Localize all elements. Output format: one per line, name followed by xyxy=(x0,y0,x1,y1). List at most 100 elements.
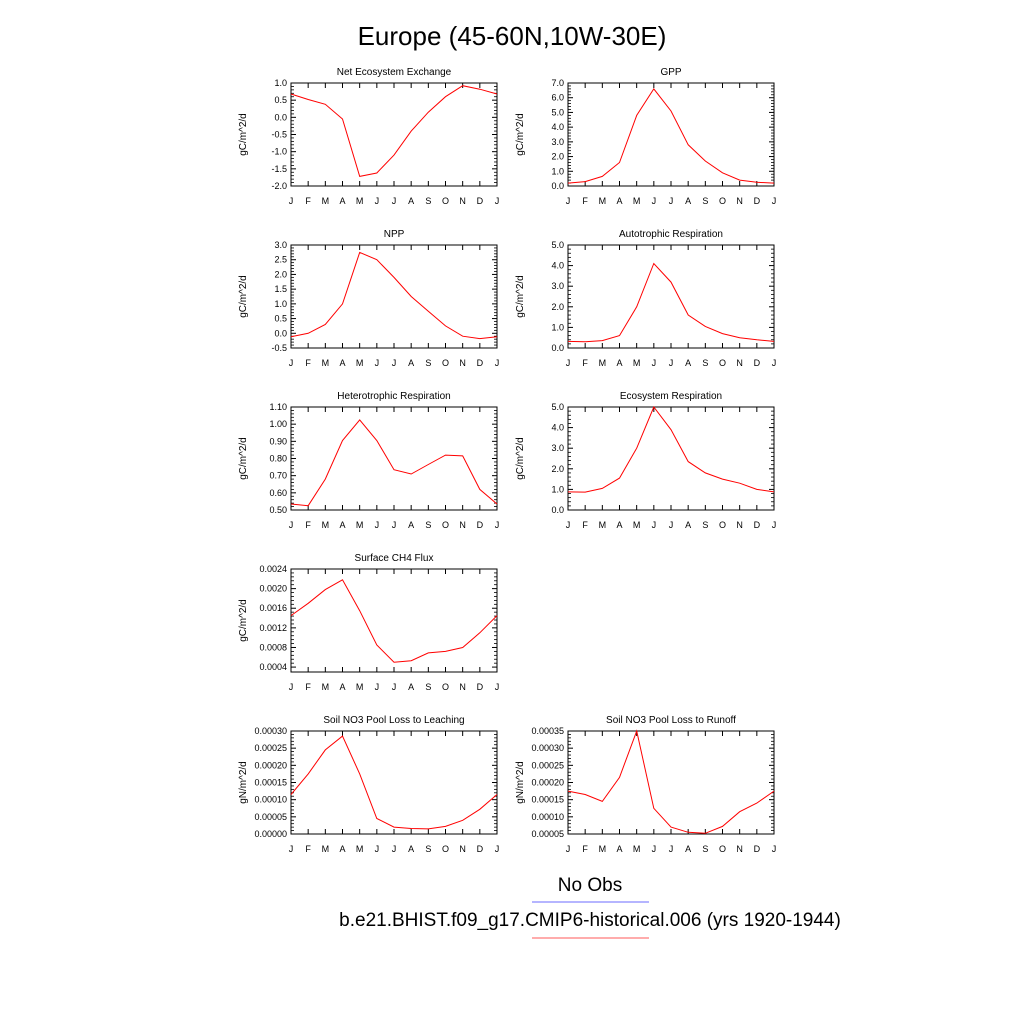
x-tick-label: M xyxy=(633,358,641,368)
y-tick-label: -0.5 xyxy=(271,343,287,353)
x-tick-label: A xyxy=(408,844,414,854)
x-tick-label: F xyxy=(305,358,311,368)
x-tick-label: J xyxy=(495,196,500,206)
y-tick-label: 0.0 xyxy=(551,181,564,191)
y-tick-label: 4.0 xyxy=(551,423,564,433)
x-tick-label: O xyxy=(442,358,449,368)
x-tick-label: O xyxy=(719,196,726,206)
x-tick-label: J xyxy=(375,844,380,854)
x-tick-label: M xyxy=(322,196,330,206)
y-tick-label: 0.0 xyxy=(274,328,287,338)
x-tick-label: O xyxy=(442,682,449,692)
x-tick-label: S xyxy=(425,844,431,854)
x-tick-label: F xyxy=(582,844,588,854)
x-tick-label: M xyxy=(633,520,641,530)
x-tick-label: D xyxy=(477,358,484,368)
y-tick-label: 7.0 xyxy=(551,78,564,88)
x-tick-label: J xyxy=(392,520,397,530)
x-tick-label: M xyxy=(322,682,330,692)
y-axis-label: gC/m^2/d xyxy=(238,113,249,156)
y-tick-label: 1.0 xyxy=(274,299,287,309)
x-tick-label: J xyxy=(289,844,294,854)
x-tick-label: N xyxy=(736,520,743,530)
x-tick-label: O xyxy=(442,844,449,854)
x-tick-label: J xyxy=(566,844,571,854)
y-tick-label: 0.0 xyxy=(551,505,564,515)
x-tick-label: D xyxy=(754,844,761,854)
y-tick-label: -1.5 xyxy=(271,164,287,174)
y-tick-label: 3.0 xyxy=(551,281,564,291)
x-tick-label: N xyxy=(736,358,743,368)
y-tick-label: 0.80 xyxy=(269,454,287,464)
x-tick-label: S xyxy=(702,358,708,368)
series-line xyxy=(290,251,498,340)
x-tick-label: M xyxy=(599,844,607,854)
x-tick-label: O xyxy=(719,520,726,530)
x-tick-label: J xyxy=(392,682,397,692)
y-tick-label: 0.50 xyxy=(269,505,287,515)
x-tick-label: J xyxy=(392,844,397,854)
y-axis-label: gC/m^2/d xyxy=(238,275,249,318)
x-tick-label: N xyxy=(459,682,466,692)
y-tick-label: 2.0 xyxy=(551,464,564,474)
y-tick-label: 0.0 xyxy=(551,343,564,353)
x-tick-label: J xyxy=(652,358,657,368)
x-tick-label: J xyxy=(669,196,674,206)
series-line xyxy=(567,262,775,343)
x-tick-label: M xyxy=(633,196,641,206)
y-axis-label: gC/m^2/d xyxy=(238,437,249,480)
y-tick-label: 3.0 xyxy=(551,443,564,453)
y-tick-label: 0.0008 xyxy=(259,642,287,652)
series-line xyxy=(567,88,775,184)
y-tick-label: 5.0 xyxy=(551,240,564,250)
x-tick-label: S xyxy=(702,520,708,530)
legend-label-model-run: b.e21.BHIST.f09_g17.CMIP6-historical.006… xyxy=(339,910,841,931)
y-axis-label: gC/m^2/d xyxy=(515,437,526,480)
x-tick-label: S xyxy=(425,196,431,206)
plot-frame xyxy=(290,406,498,511)
x-tick-label: A xyxy=(685,844,691,854)
y-tick-label: 5.0 xyxy=(551,107,564,117)
x-tick-label: A xyxy=(339,358,345,368)
x-tick-label: O xyxy=(719,358,726,368)
y-tick-label: 0.00015 xyxy=(531,795,564,805)
y-tick-label: 4.0 xyxy=(551,261,564,271)
plot-frame xyxy=(567,82,775,187)
y-tick-label: 1.0 xyxy=(274,78,287,88)
y-tick-label: 1.5 xyxy=(274,284,287,294)
x-tick-label: J xyxy=(652,520,657,530)
x-tick-label: A xyxy=(685,196,691,206)
x-tick-label: J xyxy=(772,196,777,206)
y-tick-label: 3.0 xyxy=(274,240,287,250)
x-tick-label: D xyxy=(477,196,484,206)
legend-label-no-obs: No Obs xyxy=(558,875,622,896)
panel-heterotrophic-respiration: Heterotrophic Respiration 1.10 1.00 0.90 0.8… xyxy=(238,391,499,530)
y-axis-label: gN/m^2/d xyxy=(238,761,249,804)
y-tick-label: 0.60 xyxy=(269,488,287,498)
x-tick-label: M xyxy=(599,196,607,206)
y-tick-label: -2.0 xyxy=(271,181,287,191)
x-tick-label: F xyxy=(305,682,311,692)
x-tick-label: M xyxy=(322,520,330,530)
x-tick-label: J xyxy=(669,358,674,368)
x-tick-label: M xyxy=(322,844,330,854)
panel-surface-ch4-flux: Surface CH4 Flux 0.0024 0.0020 0.0016 0.0012… xyxy=(238,553,499,692)
panel-title: Surface CH4 Flux xyxy=(355,553,434,564)
y-tick-label: 1.0 xyxy=(551,322,564,332)
x-tick-label: A xyxy=(616,844,622,854)
panel-title: NPP xyxy=(384,229,405,240)
x-tick-label: M xyxy=(633,844,641,854)
x-tick-label: J xyxy=(495,520,500,530)
x-tick-label: J xyxy=(289,358,294,368)
y-tick-label: 0.70 xyxy=(269,471,287,481)
y-tick-label: 2.0 xyxy=(274,269,287,279)
x-tick-label: F xyxy=(305,196,311,206)
plot-frame xyxy=(567,244,775,349)
x-tick-label: J xyxy=(772,844,777,854)
x-tick-label: S xyxy=(702,196,708,206)
y-tick-label: 0.00035 xyxy=(531,726,564,736)
series-line xyxy=(290,735,498,830)
y-tick-label: 0.0016 xyxy=(259,603,287,613)
plot-frame xyxy=(290,568,498,673)
